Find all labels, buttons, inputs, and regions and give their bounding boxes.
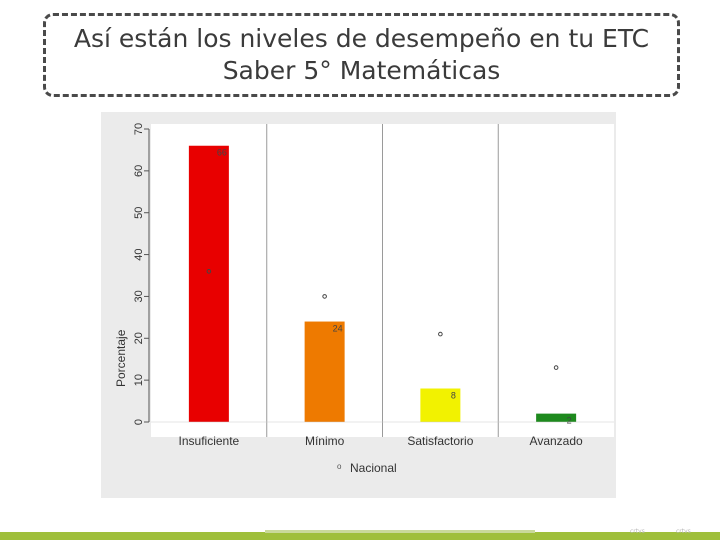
corner-mark-left: crtvs: [630, 528, 645, 535]
footer-bar: [0, 532, 720, 540]
slide-title-box: Así están los niveles de desempeño en tu…: [43, 13, 680, 97]
bar-value-label: 66: [217, 148, 227, 158]
x-category-label: Satisfactorio: [407, 434, 473, 448]
y-tick-label: 0: [133, 419, 145, 425]
legend-marker: o: [337, 462, 342, 471]
x-category-label: Avanzado: [530, 434, 583, 448]
y-tick-label: 60: [133, 165, 145, 177]
y-axis-title: Porcentaje: [114, 329, 128, 387]
national-marker: [438, 331, 443, 337]
y-tick-label: 10: [133, 374, 145, 386]
corner-mark-right: crtvs: [676, 528, 691, 535]
bar-satisfactorio: [420, 388, 461, 422]
chart-panel: 0 10 20 30 40 50 60 70 66 24 8 2 Insuficiente Mínim…: [101, 112, 616, 498]
bar-avanzado: [536, 413, 577, 422]
y-tick-label: 20: [133, 332, 145, 344]
footer-bar-highlight: [265, 530, 535, 533]
bar-insuficiente: [188, 145, 229, 422]
national-marker: [322, 294, 327, 299]
bar-value-label: 24: [333, 324, 343, 334]
x-category-label: Insuficiente: [179, 434, 240, 448]
legend-label: Nacional: [350, 461, 397, 475]
y-tick-label: 30: [133, 290, 145, 302]
y-tick-label: 50: [133, 207, 145, 219]
y-tick-label: 70: [133, 123, 145, 135]
bar-value-label: 8: [451, 391, 456, 401]
x-category-label: Mínimo: [305, 434, 345, 448]
bar-mínimo: [304, 321, 345, 422]
y-tick-label: 40: [133, 248, 145, 260]
bar-value-label: 2: [567, 416, 572, 426]
national-marker: [206, 269, 212, 274]
national-marker: [553, 365, 559, 370]
legend: o Nacional: [337, 461, 397, 475]
bar-chart: 0 10 20 30 40 50 60 70 66 24 8 2 Insuficiente Mínim…: [114, 123, 614, 475]
slide-title-line-2: Saber 5° Matemáticas: [222, 56, 501, 85]
slide-title-line-1: Así están los niveles de desempeño en tu…: [73, 24, 650, 53]
